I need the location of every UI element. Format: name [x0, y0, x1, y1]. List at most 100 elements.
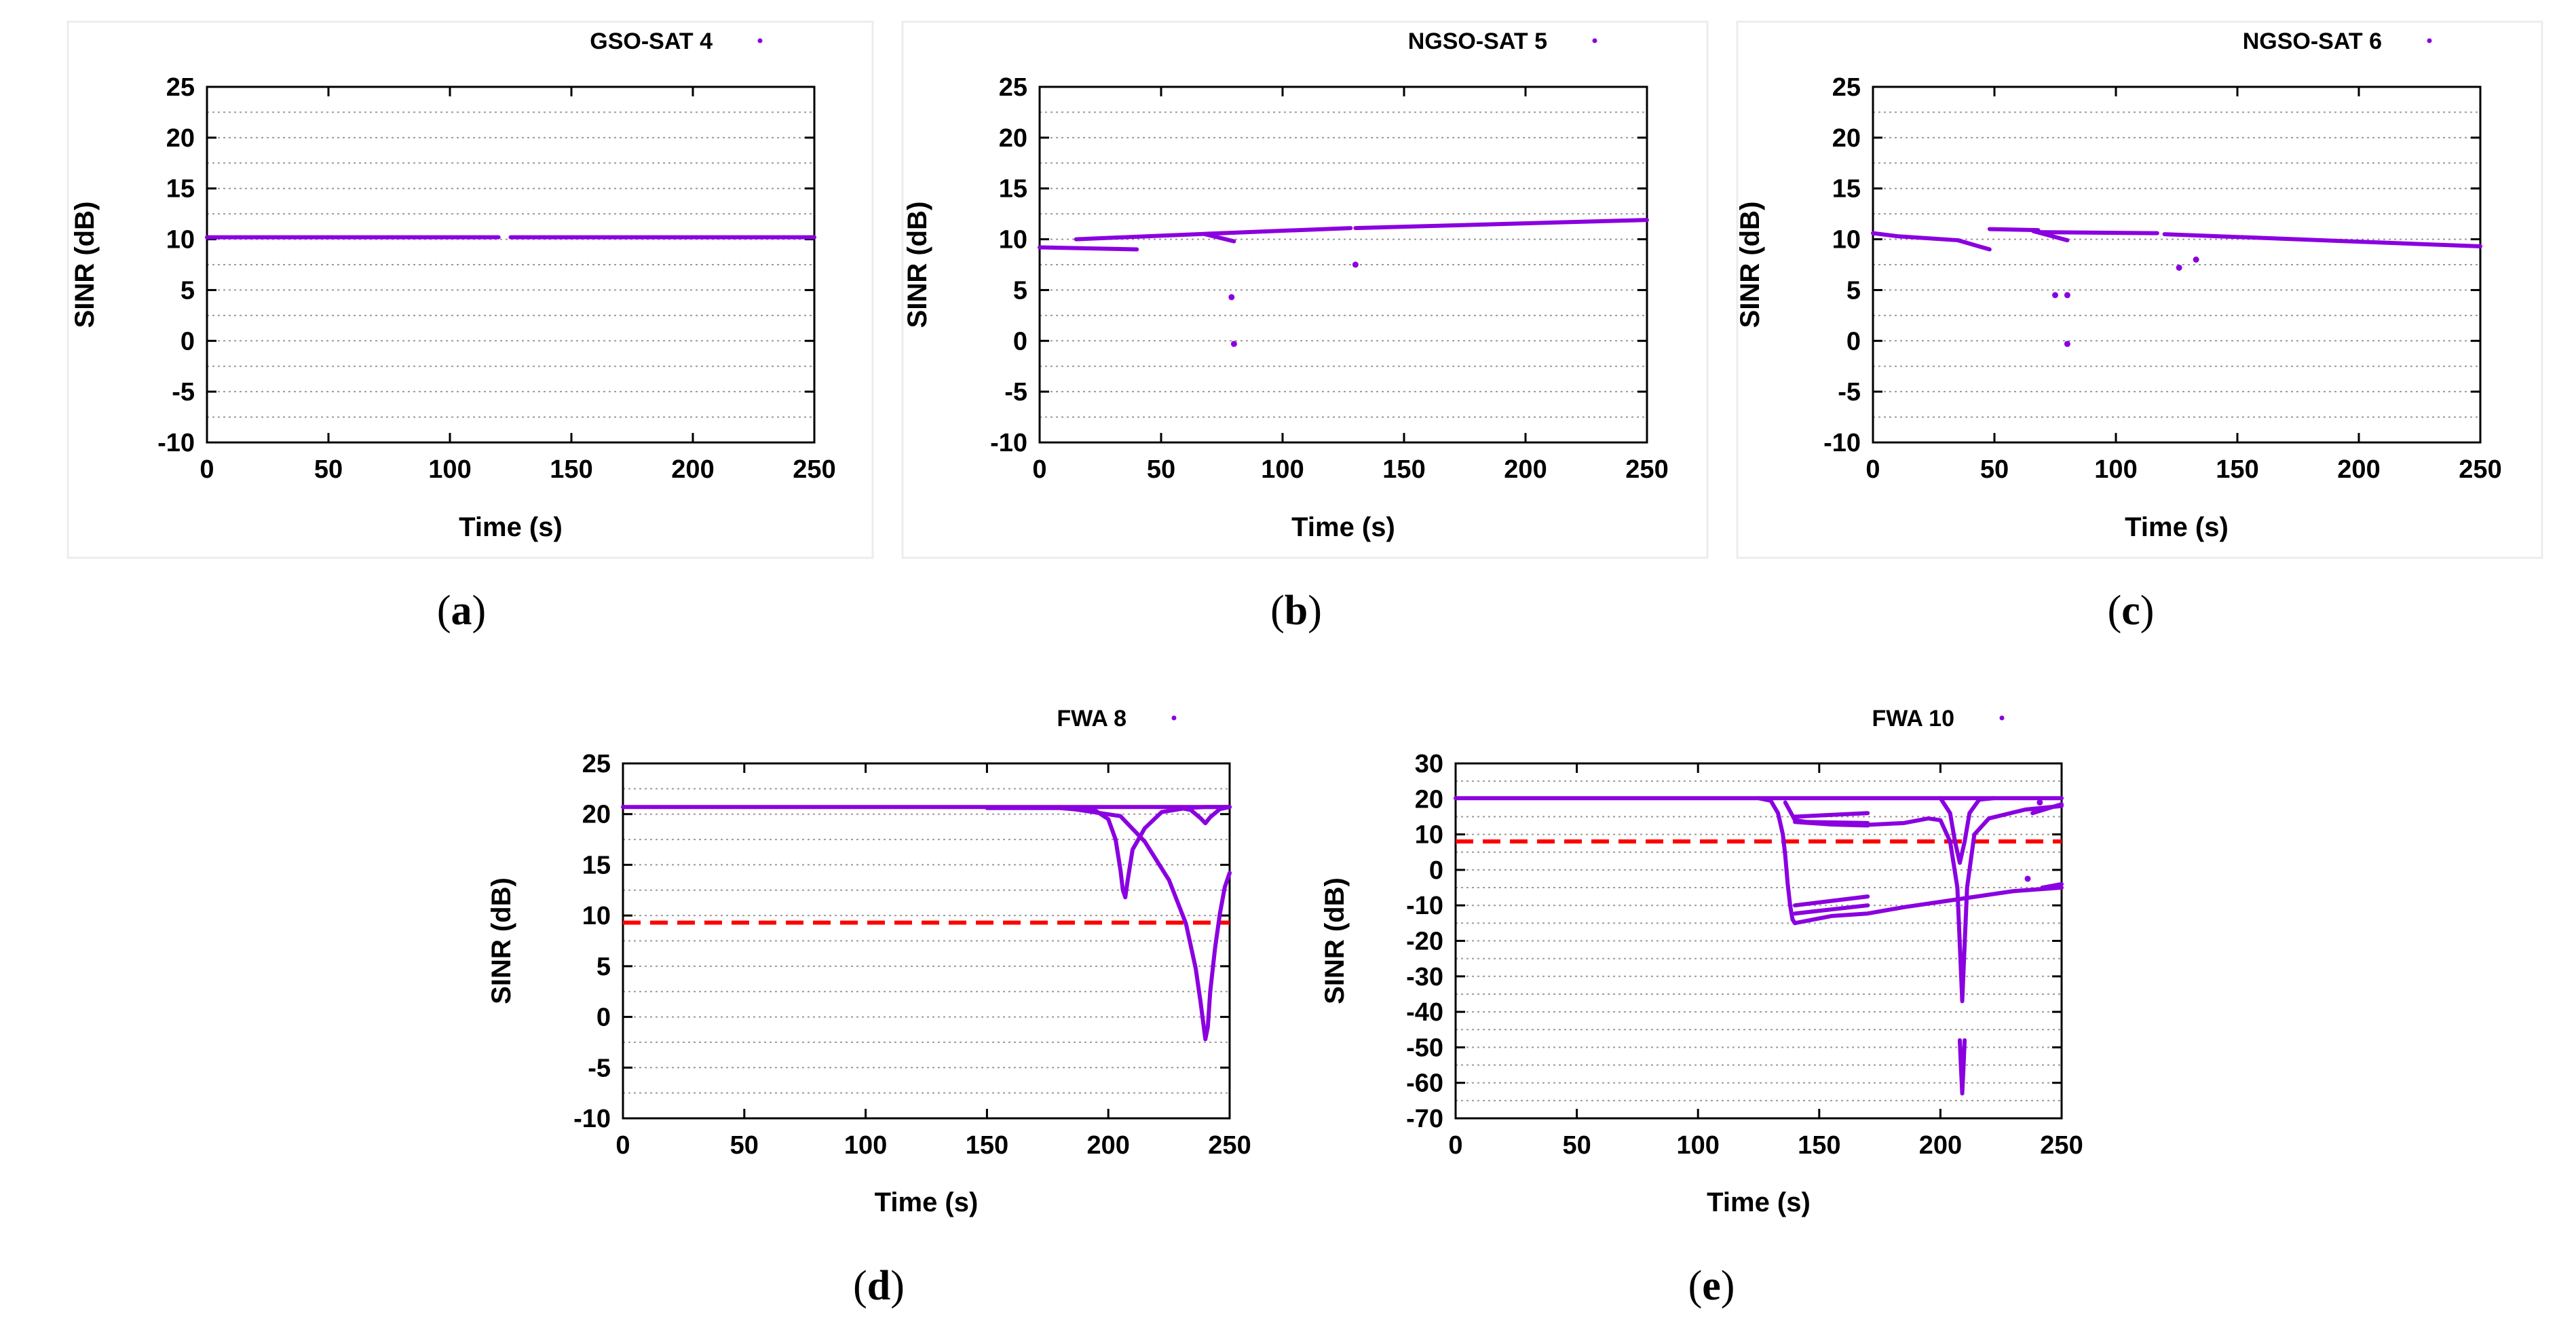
y-tick-label: 25 [999, 73, 1027, 102]
y-tick-label: 20 [166, 124, 195, 153]
x-tick-label: 200 [1919, 1131, 1962, 1160]
panel-b-frame [901, 20, 1709, 559]
series-line-s3 [1987, 227, 2041, 233]
y-tick-label: 0 [1013, 327, 1027, 356]
y-tick-label: 10 [1832, 226, 1861, 254]
x-tick-label: 250 [1208, 1131, 1251, 1160]
series-line-s5 [2036, 230, 2159, 235]
legend-label: NGSO-SAT 5 [1408, 29, 1547, 54]
series-line-s2 [1956, 238, 1992, 252]
plot-frame [1038, 86, 1648, 444]
x-axis-label: Time (s) [2125, 512, 2229, 542]
panel-a-frame [67, 20, 874, 559]
legend-marker [1999, 715, 2005, 721]
x-tick-label: 200 [671, 455, 714, 484]
y-tick-label: 30 [1415, 750, 1443, 778]
y-tick-label: -5 [1004, 378, 1027, 406]
x-tick-label: 50 [1980, 455, 2009, 484]
x-tick-label: 150 [550, 455, 592, 484]
x-tick-label: 150 [2216, 455, 2258, 484]
x-tick-label: 0 [1448, 1131, 1462, 1160]
series-line-tail-a [2040, 881, 2064, 890]
x-tick-label: 100 [844, 1131, 887, 1160]
y-tick-label: 15 [999, 175, 1027, 204]
x-tick-label: 50 [730, 1131, 759, 1160]
plot-frame [1872, 86, 2482, 444]
y-tick-label: 0 [181, 327, 195, 356]
x-tick-label: 0 [200, 455, 214, 484]
x-tick-label: 50 [1147, 455, 1175, 484]
plot-frame [206, 86, 816, 444]
y-tick-label: 5 [596, 953, 611, 981]
y-tick-label: -30 [1406, 963, 1443, 991]
x-tick-label: 50 [314, 455, 343, 484]
y-tick-label: 25 [166, 73, 195, 102]
x-tick-label: 200 [1504, 455, 1547, 484]
data-point [2193, 257, 2199, 263]
plot-frame [622, 762, 1231, 1120]
x-tick-label: 100 [1261, 455, 1304, 484]
x-axis-label: Time (s) [1291, 512, 1395, 542]
x-tick-label: 50 [1562, 1131, 1591, 1160]
y-axis-label: SINR (dB) [1735, 202, 1765, 328]
x-tick-label: 250 [793, 455, 835, 484]
x-tick-label: 0 [1865, 455, 1880, 484]
series-line-s2 [1074, 231, 1224, 242]
y-tick-label: 5 [1013, 276, 1027, 305]
data-point [1228, 294, 1235, 301]
x-axis-label: Time (s) [459, 512, 563, 542]
data-point [2176, 264, 2182, 271]
legend-label: FWA 8 [1057, 706, 1126, 732]
series-line-deep [1957, 1038, 1967, 1096]
y-tick-label: -10 [157, 429, 195, 457]
y-tick-label: -10 [1406, 892, 1443, 920]
x-tick-label: 0 [1032, 455, 1046, 484]
legend-label: NGSO-SAT 6 [2243, 29, 2382, 54]
x-tick-label: 100 [1676, 1131, 1719, 1160]
series-line-dip2 [1057, 805, 1232, 1042]
y-tick-label: 0 [1846, 327, 1861, 356]
caption-d: (d) [853, 1263, 905, 1309]
legend-marker [2427, 38, 2432, 43]
y-axis-label: SINR (dB) [487, 877, 516, 1004]
x-axis-label: Time (s) [1707, 1188, 1811, 1217]
x-tick-label: 150 [1798, 1131, 1840, 1160]
x-tick-label: 250 [1625, 455, 1668, 484]
y-tick-label: -50 [1406, 1033, 1443, 1062]
caption-b: (b) [1270, 588, 1322, 634]
legend-label: GSO-SAT 4 [590, 29, 713, 54]
data-point [2052, 292, 2058, 299]
y-tick-label: 0 [596, 1004, 611, 1032]
series-line-low-rise [1793, 886, 2064, 926]
series-line-s1 [1038, 245, 1139, 252]
series-line-up-c [1793, 820, 1870, 828]
series-line-s1 [1871, 231, 1961, 243]
y-tick-label: 25 [1832, 73, 1861, 102]
x-axis-label: Time (s) [875, 1188, 979, 1217]
legend-label: FWA 10 [1872, 706, 1954, 732]
x-tick-label: 150 [966, 1131, 1008, 1160]
data-point [1230, 341, 1237, 347]
series-line-dip3 [1174, 805, 1232, 826]
y-tick-label: 10 [166, 226, 195, 254]
y-tick-label: 10 [1415, 821, 1443, 850]
series-line-s6 [2162, 232, 2482, 249]
x-tick-label: 250 [2040, 1131, 2083, 1160]
series-line-drop [1756, 796, 1798, 926]
y-tick-label: -10 [990, 429, 1027, 457]
legend-marker [1171, 715, 1177, 721]
series-line-dip-main [1938, 796, 1996, 865]
x-tick-label: 100 [428, 455, 471, 484]
y-tick-label: 20 [582, 801, 611, 829]
y-tick-label: 10 [999, 226, 1027, 254]
x-tick-label: 200 [2337, 455, 2380, 484]
series-line-s4 [1219, 226, 1353, 235]
caption-a: (a) [437, 588, 486, 634]
y-tick-label: -60 [1406, 1069, 1443, 1098]
series-line-up-d [1865, 803, 2064, 1004]
